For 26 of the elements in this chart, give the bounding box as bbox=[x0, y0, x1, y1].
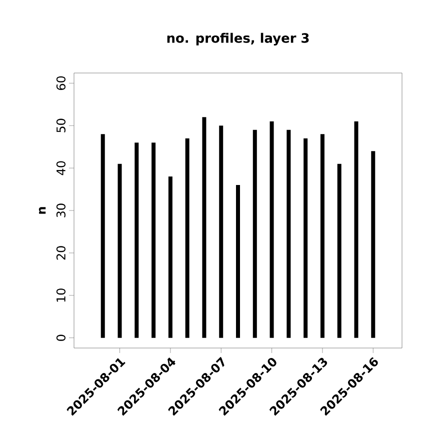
bar bbox=[168, 176, 172, 338]
y-tick-label: 40 bbox=[56, 161, 66, 176]
y-tick-label: 10 bbox=[56, 288, 66, 302]
bar bbox=[286, 130, 291, 338]
y-axis-title: n bbox=[38, 207, 46, 214]
y-tick-label: 20 bbox=[56, 246, 66, 260]
bar bbox=[337, 164, 342, 338]
y-tick-label: 30 bbox=[56, 204, 66, 218]
bar bbox=[236, 185, 240, 338]
bar bbox=[118, 164, 122, 338]
bar bbox=[219, 126, 224, 338]
y-tick-label: 60 bbox=[56, 76, 66, 90]
y-tick-label: 50 bbox=[56, 118, 66, 132]
bar bbox=[152, 142, 156, 338]
bar bbox=[354, 121, 358, 338]
bar bbox=[371, 151, 376, 338]
chart-title: no. profiles, layer 3 bbox=[167, 32, 309, 46]
bar bbox=[185, 138, 190, 338]
bar bbox=[134, 142, 139, 338]
bar bbox=[320, 134, 324, 338]
bar bbox=[100, 134, 105, 338]
bar bbox=[202, 117, 206, 338]
bar bbox=[304, 138, 308, 338]
bar bbox=[252, 130, 257, 338]
bar bbox=[270, 121, 274, 338]
y-tick-label: 0 bbox=[56, 334, 66, 341]
